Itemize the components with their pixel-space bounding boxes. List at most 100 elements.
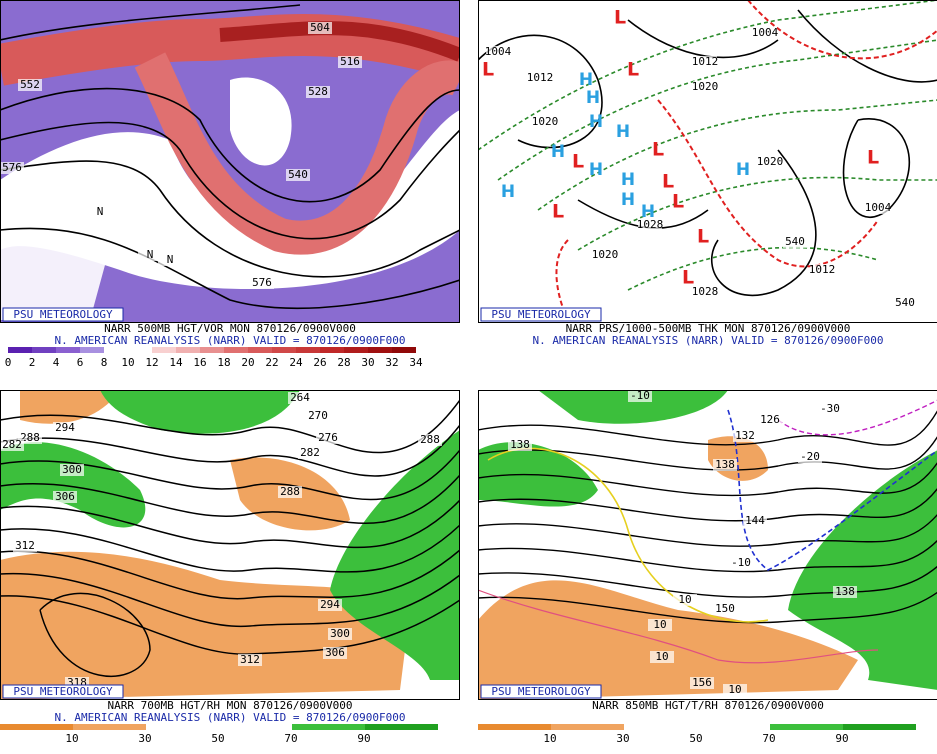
low-symbol: L xyxy=(627,59,639,81)
contour-label: 132 xyxy=(735,429,755,442)
colorbar-label: 22 xyxy=(265,356,278,369)
colorbar-swatch xyxy=(296,347,320,353)
panel: 1004101210201012102010041020100410121028… xyxy=(478,0,937,347)
colorbar-label: 50 xyxy=(211,732,224,745)
contour-label: 1020 xyxy=(757,155,784,168)
map: 2942882823003063123183123063002942882822… xyxy=(0,390,460,700)
contour-label: 1020 xyxy=(592,248,619,261)
contour-label: 1004 xyxy=(485,45,512,58)
contour-label: 540 xyxy=(288,168,308,181)
high-symbol: H xyxy=(641,202,655,222)
colorbar-swatch xyxy=(478,724,551,730)
contour-label: 1028 xyxy=(692,285,719,298)
colorbar-label: 26 xyxy=(313,356,326,369)
high-symbol: H xyxy=(501,182,515,202)
colorbar-swatch xyxy=(128,347,152,353)
contour-label: 312 xyxy=(240,653,260,666)
contour-label: 306 xyxy=(55,490,75,503)
contour-label: 300 xyxy=(330,627,350,640)
colorbar-swatch xyxy=(551,724,624,730)
contour-label: N xyxy=(97,205,104,218)
colorbar-label: 30 xyxy=(138,732,151,745)
colorbar-swatch xyxy=(843,724,916,730)
low-symbol: L xyxy=(867,147,879,169)
panel: 2942882823003063123183123063002942882822… xyxy=(0,390,460,745)
contour-label: 10 xyxy=(653,618,666,631)
map: 1004101210201012102010041020100410121028… xyxy=(478,0,937,323)
colorbar-label: 30 xyxy=(616,732,629,745)
colorbar-swatch xyxy=(392,347,416,353)
panel: -10-10-20-301261321381441501561381381010… xyxy=(478,389,937,745)
colorbar-swatch xyxy=(8,347,32,353)
contour-label: 516 xyxy=(340,55,360,68)
contour-label: 306 xyxy=(325,646,345,659)
high-symbol: H xyxy=(579,70,593,90)
contour-label: 1004 xyxy=(752,26,779,39)
contour-label: 300 xyxy=(62,463,82,476)
colorbar-label: 6 xyxy=(77,356,84,369)
credit: PSU METEOROLOGY xyxy=(13,685,113,698)
contour-label: 1020 xyxy=(532,115,559,128)
low-symbol: L xyxy=(572,151,584,173)
contour-label: 576 xyxy=(252,276,272,289)
contour-label: 1004 xyxy=(865,201,892,214)
colorbar-swatch xyxy=(248,347,272,353)
contour-label: 282 xyxy=(300,446,320,459)
colorbar-label: 8 xyxy=(101,356,108,369)
low-symbol: L xyxy=(662,171,674,193)
contour-label: 1012 xyxy=(692,55,719,68)
contour-label: 138 xyxy=(715,458,735,471)
high-symbol: H xyxy=(589,112,603,132)
contour-label: 288 xyxy=(280,485,300,498)
contour-label: 1012 xyxy=(809,263,836,276)
colorbar-label: 30 xyxy=(361,356,374,369)
contour-label: 270 xyxy=(308,409,328,422)
colorbar-swatch xyxy=(272,347,296,353)
colorbar-label: 18 xyxy=(217,356,230,369)
contour-label: 540 xyxy=(785,235,805,248)
contour-label: 10 xyxy=(655,650,668,663)
contour-label: 576 xyxy=(2,161,22,174)
colorbar-swatch xyxy=(697,724,770,730)
colorbar-swatch xyxy=(32,347,56,353)
colorbar-swatch xyxy=(224,347,248,353)
high-symbol: H xyxy=(616,122,630,142)
colorbar-swatch xyxy=(200,347,224,353)
contour-label: 540 xyxy=(895,296,915,309)
colorbar-swatch xyxy=(152,347,176,353)
caption: NARR 850MB HGT/T/RH 870126/0900V000 xyxy=(592,699,824,712)
low-symbol: L xyxy=(482,59,494,81)
credit: PSU METEOROLOGY xyxy=(13,308,113,321)
contour-label: 264 xyxy=(290,391,310,404)
colorbar-swatch xyxy=(344,347,368,353)
contour-label: 282 xyxy=(2,438,22,451)
colorbar-label: 10 xyxy=(543,732,556,745)
colorbar-swatch xyxy=(770,724,843,730)
contour-label: -10 xyxy=(731,556,751,569)
contour-label: 288 xyxy=(420,433,440,446)
contour-label: 138 xyxy=(510,438,530,451)
colorbar-label: 90 xyxy=(835,732,848,745)
low-symbol: L xyxy=(652,139,664,161)
colorbar-swatch xyxy=(0,724,73,730)
colorbar-swatch xyxy=(104,347,128,353)
contour-label: 10 xyxy=(728,683,741,696)
contour-label: 138 xyxy=(835,585,855,598)
colorbar-label: 4 xyxy=(53,356,60,369)
contour-label: 504 xyxy=(310,21,330,34)
high-symbol: H xyxy=(736,160,750,180)
contour-label: 10 xyxy=(678,593,691,606)
colorbar-label: 70 xyxy=(284,732,297,745)
colorbar-label: 0 xyxy=(5,356,12,369)
contour-label: N xyxy=(167,253,174,266)
contour-label: 156 xyxy=(692,676,712,689)
low-symbol: L xyxy=(552,201,564,223)
colorbar-label: 20 xyxy=(241,356,254,369)
credit: PSU METEOROLOGY xyxy=(491,685,591,698)
contour-label: 312 xyxy=(15,539,35,552)
colorbar-label: 10 xyxy=(65,732,78,745)
low-symbol: L xyxy=(697,226,709,248)
high-symbol: H xyxy=(621,170,635,190)
